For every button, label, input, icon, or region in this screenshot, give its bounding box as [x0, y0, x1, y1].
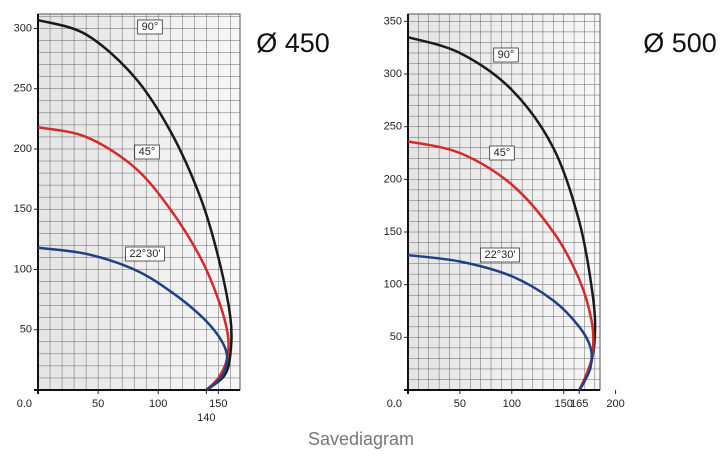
- curve-label: 45°: [489, 145, 515, 161]
- curve-label: 22°30': [480, 247, 520, 263]
- x-tick-label: 165: [570, 398, 588, 410]
- curve-label-box: [125, 246, 165, 262]
- y-tick-label: 200: [14, 143, 32, 155]
- x-tick-label: 0.0: [387, 398, 402, 410]
- curve-label-box: [134, 144, 160, 160]
- caption: Savediagram: [308, 429, 414, 449]
- y-tick-label: 150: [384, 226, 402, 238]
- curve-label-box: [137, 19, 163, 35]
- x-tick-label: 100: [149, 398, 167, 410]
- x-tick-label: 140: [197, 412, 215, 424]
- curve-label-box: [493, 47, 519, 63]
- curve-label-text: 45°: [494, 147, 511, 159]
- x-tick-label: 150: [209, 398, 227, 410]
- curve-label-box: [480, 247, 520, 263]
- curve: [37, 126, 230, 391]
- curve: [37, 18, 233, 392]
- chart-title: Ø 500: [643, 28, 717, 58]
- curve-label: 22°30': [125, 246, 165, 262]
- x-tick-label: 100: [503, 398, 521, 410]
- y-tick-label: 100: [14, 263, 32, 275]
- curve-label-text: 90°: [498, 49, 515, 61]
- curve-label-text: 45°: [139, 146, 156, 158]
- y-tick-label: 300: [384, 68, 402, 80]
- x-tick-label: 0.0: [17, 398, 32, 410]
- y-tick-label: 250: [14, 83, 32, 95]
- curve-label-text: 90°: [142, 21, 159, 33]
- curve-label-text: 22°30': [485, 249, 516, 261]
- curve: [407, 140, 595, 391]
- y-tick-label: 250: [384, 121, 402, 133]
- y-tick-label: 200: [384, 173, 402, 185]
- plot-background: [37, 13, 241, 391]
- y-tick-label: 150: [14, 203, 32, 215]
- y-tick-label: 100: [384, 279, 402, 291]
- x-tick-label: 150: [554, 398, 572, 410]
- chart-title: Ø 450: [256, 28, 330, 58]
- y-tick-label: 300: [14, 22, 32, 34]
- curve: [407, 253, 594, 391]
- y-tick-label: 50: [390, 331, 402, 343]
- y-tick-label: 350: [384, 15, 402, 27]
- plot-background: [407, 13, 601, 391]
- y-tick-label: 50: [20, 324, 32, 336]
- curve-label-box: [489, 145, 515, 161]
- x-tick-label: 50: [92, 398, 104, 410]
- curve-label-text: 22°30': [130, 248, 161, 260]
- curve-label: 45°: [134, 144, 160, 160]
- x-tick-label: 200: [606, 398, 624, 410]
- x-tick-label: 50: [454, 398, 466, 410]
- curve: [37, 246, 229, 392]
- curve-label: 90°: [137, 19, 163, 35]
- curve-label: 90°: [493, 47, 519, 63]
